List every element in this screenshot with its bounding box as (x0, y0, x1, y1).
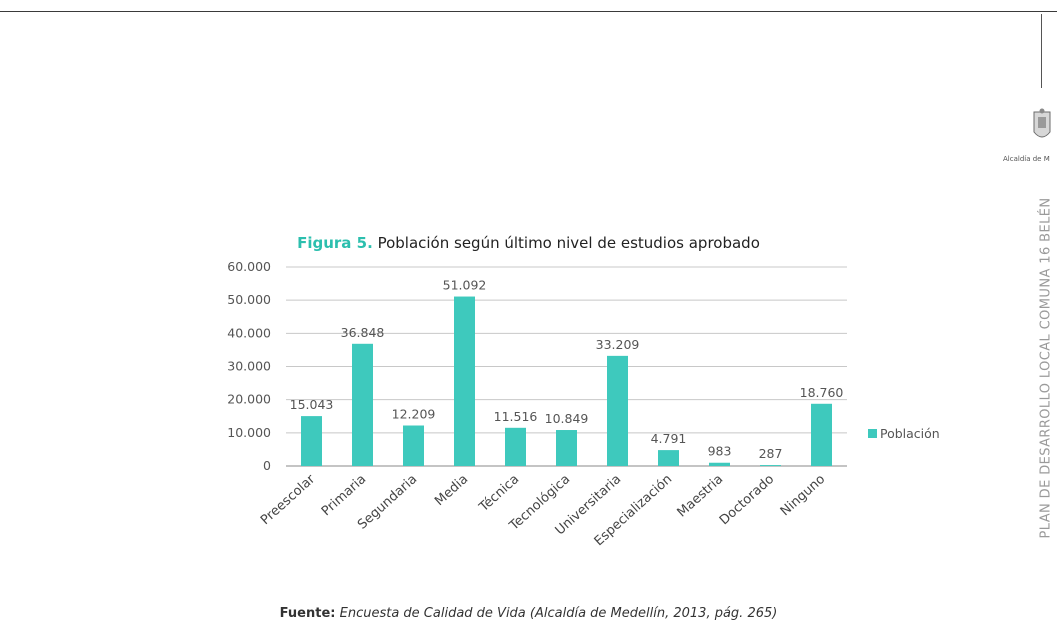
x-tick-label: Doctorado (717, 472, 777, 528)
bar (760, 465, 781, 466)
bar (658, 450, 679, 466)
y-tick-label: 10.000 (227, 425, 271, 440)
top-rule (0, 11, 1057, 12)
y-tick-label: 50.000 (227, 292, 271, 307)
y-tick-label: 40.000 (227, 325, 271, 340)
source-note: Fuente: Encuesta de Calidad de Vida (Alc… (0, 606, 1057, 621)
y-tick-label: 0 (263, 458, 271, 473)
x-tick-label: Maestria (675, 472, 727, 521)
data-label: 4.791 (651, 431, 687, 446)
x-tick-label: Media (432, 472, 471, 509)
x-tick-label: Primaria (319, 472, 369, 519)
bar-chart: 0 10.000 20.000 30.000 40.000 50.000 60.000 15.… (227, 259, 940, 549)
logo-text: Alcaldía de M (1003, 155, 1050, 163)
data-label: 33.209 (596, 337, 640, 352)
y-tick-label: 20.000 (227, 392, 271, 407)
bar (403, 425, 424, 466)
x-tick-label: Ninguno (778, 472, 828, 519)
data-label: 10.849 (545, 411, 589, 426)
bar (505, 427, 526, 466)
bar (352, 343, 373, 466)
x-tick-label: Preescolar (258, 471, 319, 528)
x-tick-label: Técnica (476, 472, 522, 516)
data-label: 983 (708, 444, 732, 459)
data-label: 36.848 (341, 325, 385, 340)
source-label: Fuente: (279, 606, 336, 621)
bar (454, 296, 475, 466)
data-label: 287 (759, 446, 783, 461)
data-label: 12.209 (392, 407, 436, 422)
data-label: 18.760 (800, 385, 844, 400)
figure-number: Figura 5. (297, 234, 373, 252)
bar (556, 430, 577, 466)
coat-of-arms-icon (1033, 108, 1051, 138)
source-text: Encuesta de Calidad de Vida (Alcaldía de… (339, 606, 778, 621)
bar (811, 403, 832, 466)
bar (709, 462, 730, 466)
data-label: 11.516 (494, 409, 538, 424)
y-tick-label: 60.000 (227, 259, 271, 274)
legend-label: Población (880, 426, 940, 441)
chart-title-text: Población según último nivel de estudios… (377, 234, 760, 252)
header-divider (1041, 14, 1042, 88)
bar (607, 355, 628, 466)
legend-swatch (868, 429, 877, 438)
data-label: 15.043 (290, 397, 334, 412)
y-tick-label: 30.000 (227, 359, 271, 374)
chart-title: Figura 5. Población según último nivel d… (0, 234, 1057, 252)
bar (301, 416, 322, 466)
data-label: 51.092 (443, 278, 487, 293)
